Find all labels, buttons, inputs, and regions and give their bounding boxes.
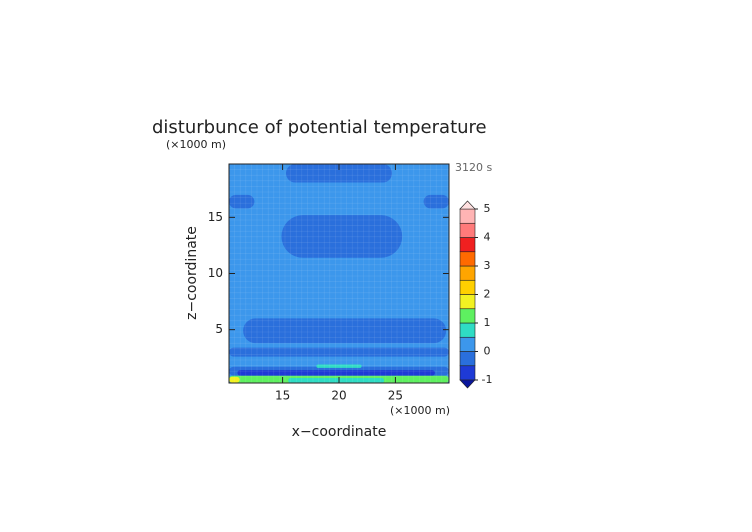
colorbar-over — [459, 200, 476, 210]
colorbar-segment — [459, 208, 476, 224]
y-unit: (×1000 m) — [166, 138, 226, 151]
y-tick-label: 15 — [208, 210, 223, 224]
colorbar-segment — [459, 294, 476, 310]
x-tick-label: 15 — [275, 389, 290, 403]
contour-region — [229, 376, 240, 383]
colorbar-segment — [459, 351, 476, 367]
colorbar-tick-label: 2 — [484, 288, 491, 301]
contour-region — [229, 347, 449, 357]
colorbar-tick-label: 5 — [484, 202, 491, 215]
y-tick-label: 5 — [215, 322, 223, 336]
colorbar-segment — [459, 237, 476, 253]
y-axis-label: z−coordinate — [184, 226, 200, 320]
x-axis-label: x−coordinate — [292, 424, 387, 440]
colorbar-segment — [459, 336, 476, 352]
contour-region — [237, 370, 435, 376]
y-tick-label: 10 — [208, 266, 223, 280]
colorbar-segment — [459, 251, 476, 267]
contour-region — [243, 318, 447, 344]
contour-region — [281, 215, 403, 258]
colorbar-segment — [459, 222, 476, 238]
contour-region — [423, 194, 449, 209]
contour-region — [316, 364, 362, 368]
colorbar-tick-label: 4 — [484, 231, 491, 244]
colorbar-tick-label: 3 — [484, 259, 491, 272]
field-background — [229, 164, 449, 383]
colorbar-segment — [459, 308, 476, 324]
contour-region — [288, 377, 385, 383]
contour-region — [285, 164, 393, 183]
chart-title: disturbunce of potential temperature — [152, 117, 487, 138]
colorbar-segment — [459, 322, 476, 338]
colorbar-tick-label: 1 — [484, 316, 491, 329]
colorbar-segment — [459, 265, 476, 281]
x-unit: (×1000 m) — [390, 404, 450, 417]
colorbar-tick-label: 0 — [484, 345, 491, 358]
colorbar-segment — [459, 365, 476, 381]
time-label: 3120 s — [455, 161, 492, 174]
x-tick-label: 25 — [388, 389, 403, 403]
colorbar-under — [459, 379, 476, 389]
colorbar-tick-label: -1 — [482, 373, 493, 386]
contour-region — [229, 194, 255, 209]
colorbar-segment — [459, 279, 476, 295]
x-tick-label: 20 — [331, 389, 346, 403]
